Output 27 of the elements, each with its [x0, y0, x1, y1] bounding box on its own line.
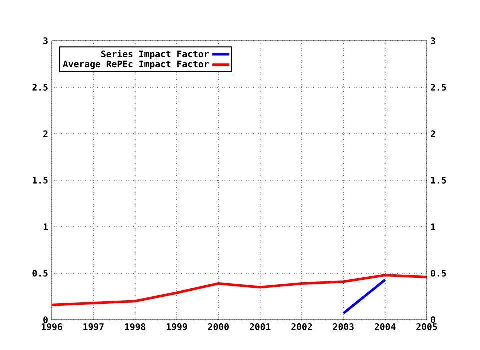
y2-tick-label: 0.5 — [431, 270, 446, 277]
x-tick-label: 1997 — [84, 324, 104, 330]
x-tick-label: 1996 — [42, 324, 62, 330]
y-tick-label: 0 — [44, 316, 48, 324]
x-tick-label: 2005 — [416, 324, 438, 330]
line-series — [52, 274, 427, 306]
y-tick-label: 2.5 — [32, 84, 48, 91]
y2-tick-label: 2.5 — [431, 84, 446, 91]
y2-tick-label: 0 — [431, 316, 436, 324]
legend-label: Average RePEc Impact Factor — [63, 60, 209, 70]
y-tick-label: 3 — [44, 38, 48, 44]
y2-tick-label: 1.5 — [431, 177, 446, 184]
y-tick-label: 1.5 — [33, 177, 48, 184]
x-tick-label: 2004 — [374, 324, 396, 330]
x-tick-label: 2001 — [250, 324, 271, 330]
x-tick-label: 1998 — [125, 324, 146, 330]
y2-tick-label: 1 — [431, 224, 436, 230]
x-tick-label: 1999 — [166, 324, 188, 330]
x-tick-label: 2002 — [292, 324, 312, 330]
y-tick-label: 2 — [44, 130, 48, 138]
x-tick-label: 2003 — [333, 324, 354, 330]
y-tick-label: 0.5 — [32, 270, 48, 277]
x-tick-label: 2000 — [208, 324, 229, 330]
legend-label: Series Impact Factor — [102, 50, 209, 60]
y2-tick-label: 2 — [431, 130, 436, 138]
y2-tick-label: 3 — [431, 38, 436, 44]
y-tick-label: 1 — [44, 224, 48, 230]
